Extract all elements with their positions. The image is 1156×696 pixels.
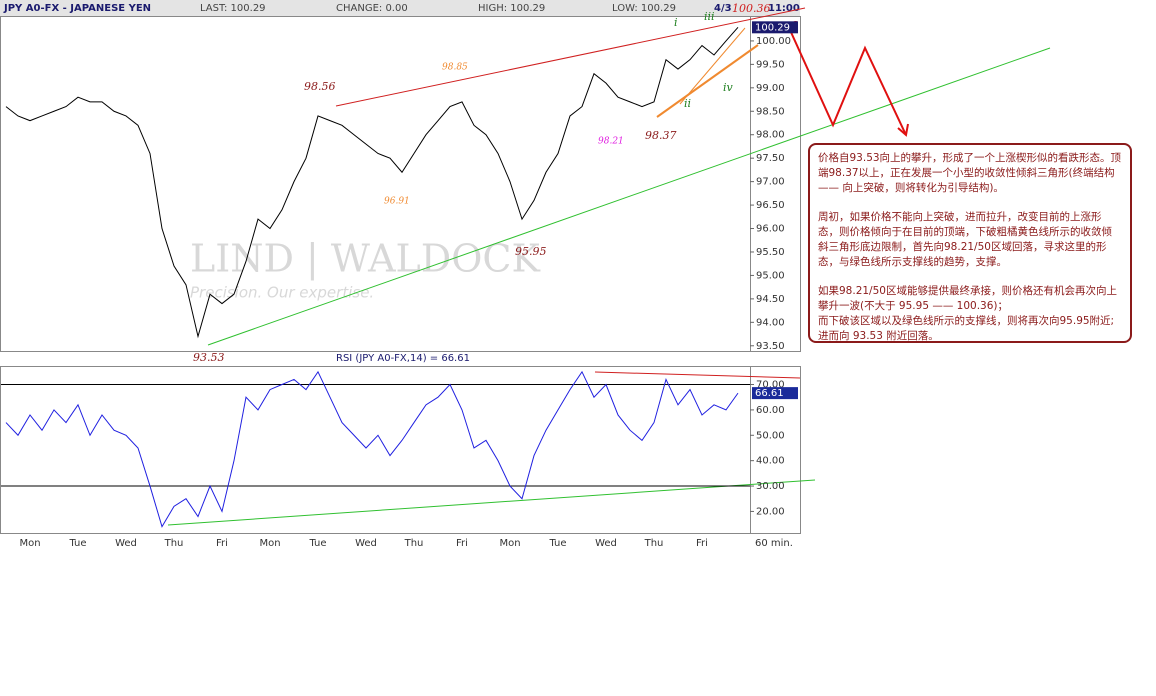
y-tick-label: 94.50	[756, 294, 785, 305]
rsi-resistance	[594, 371, 801, 379]
annotation: 100.36	[732, 2, 771, 15]
header-bar	[0, 0, 800, 16]
watermark-brand: LIND | WALDOCK	[190, 237, 540, 281]
x-tick-label: Mon	[19, 538, 40, 549]
annotation: i	[674, 16, 678, 29]
y-tick-label: 40.00	[756, 456, 785, 467]
y-tick-label: 60.00	[756, 405, 785, 416]
last-value-box	[752, 21, 798, 34]
annotation: 96.91	[384, 197, 410, 207]
commentary-text: 周初，如果价格不能向上突破，进而拉升，改变目前的上涨形态，则价格倾向于在目前的顶…	[818, 211, 1112, 268]
annotation: iii	[704, 10, 715, 23]
header-change: CHANGE: 0.00	[336, 3, 408, 14]
x-tick-label: Thu	[164, 538, 184, 549]
commentary-text: 价格自93.53向上的攀升，形成了一个上涨楔形似的看跌形态。顶端98.37以上，…	[818, 152, 1122, 194]
header-high: HIGH: 100.29	[478, 3, 545, 14]
annotation: 98.37	[645, 129, 677, 142]
y-tick-label: 97.00	[756, 177, 785, 188]
x-tick-label: Fri	[216, 538, 228, 549]
x-tick-label: Wed	[595, 538, 617, 549]
annotation: 98.21	[598, 137, 624, 147]
x-tick-label: Wed	[355, 538, 377, 549]
header-last: LAST: 100.29	[200, 3, 266, 14]
y-tick-label: 95.00	[756, 270, 785, 281]
y-tick-label: 98.00	[756, 130, 785, 141]
x-tick-label: Wed	[115, 538, 137, 549]
y-tick-label: 100.00	[756, 36, 791, 47]
annotation: ii	[684, 97, 691, 110]
rsi-panel	[0, 366, 801, 534]
x-tick-label: Tue	[308, 538, 326, 549]
header-low: LOW: 100.29	[612, 3, 676, 14]
commentary-text: 而下破该区域以及绿色线所示的支撑线，则将再次向95.95附近;进而向 93.53…	[818, 315, 1115, 342]
price-panel	[0, 16, 801, 352]
y-tick-label: 94.00	[756, 317, 785, 328]
annotation: 93.53	[193, 351, 225, 364]
x-axis-label: 60 min.	[755, 538, 793, 549]
x-tick-label: Thu	[404, 538, 424, 549]
y-tick-label: 99.00	[756, 83, 785, 94]
y-tick-label: 95.50	[756, 247, 785, 258]
annotation: 98.56	[304, 80, 336, 93]
y-tick-label: 96.00	[756, 224, 785, 235]
y-tick-label: 30.00	[756, 481, 785, 492]
chart: JPY A0-FX - JAPANESE YEN LAST: 100.29 CH…	[0, 0, 1051, 549]
header-time: 11:00	[768, 3, 800, 14]
watermark-tagline: Precision. Our expertise.	[190, 284, 374, 302]
annotation: 95.95	[515, 245, 547, 258]
commentary-text: 如果98.21/50区域能够提供最终承接，则价格还有机会再次向上攀升一波(不大于…	[818, 285, 1117, 312]
rsi-support	[167, 479, 816, 526]
y-tick-label: 97.50	[756, 153, 785, 164]
header-date: 4/3	[714, 3, 732, 14]
x-tick-label: Tue	[548, 538, 566, 549]
x-tick-label: Fri	[696, 538, 708, 549]
triangle-base-line	[656, 44, 759, 118]
x-tick-label: Tue	[68, 538, 86, 549]
triangle-top-line	[679, 27, 746, 105]
commentary-box: 价格自93.53向上的攀升，形成了一个上涨楔形似的看跌形态。顶端98.37以上，…	[808, 143, 1132, 343]
rsi-title: RSI (JPY A0-FX,14) = 66.61	[336, 353, 470, 364]
header-title: JPY A0-FX - JAPANESE YEN	[3, 3, 151, 14]
series-line	[5, 26, 739, 339]
last-value-box	[752, 387, 798, 400]
y-tick-label: 96.50	[756, 200, 785, 211]
x-tick-label: Thu	[644, 538, 664, 549]
last-value-label: 66.61	[755, 388, 784, 399]
y-tick-label: 98.50	[756, 106, 785, 117]
x-tick-label: Mon	[499, 538, 520, 549]
y-tick-label: 20.00	[756, 506, 785, 517]
annotation: iv	[723, 81, 734, 94]
arrow-head	[897, 123, 909, 137]
x-tick-label: Mon	[259, 538, 280, 549]
y-tick-label: 50.00	[756, 430, 785, 441]
y-tick-label: 70.00	[756, 380, 785, 391]
last-value-label: 100.29	[755, 22, 790, 33]
y-tick-label: 99.50	[756, 59, 785, 70]
y-tick-label: 93.50	[756, 341, 785, 352]
series-line	[5, 370, 739, 528]
wedge-top-line	[335, 7, 806, 107]
support-line	[207, 47, 1051, 346]
annotation: 98.85	[442, 63, 468, 73]
x-tick-label: Fri	[456, 538, 468, 549]
